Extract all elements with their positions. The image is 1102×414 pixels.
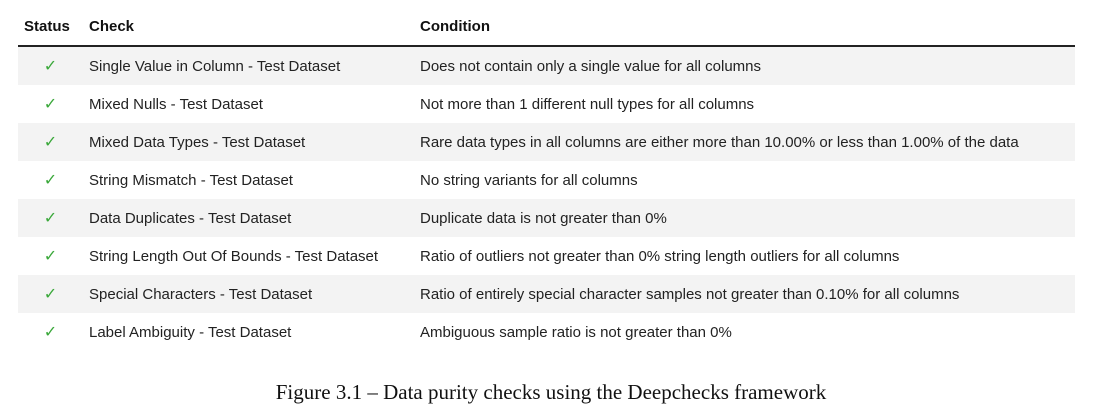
figure-caption: Figure 3.1 – Data purity checks using th… (275, 380, 827, 404)
check-condition: Ratio of outliers not greater than 0% st… (420, 247, 900, 265)
check-condition: No string variants for all columns (420, 171, 638, 189)
check-column-header: Check (83, 8, 414, 47)
table-header-row: Status Check Condition (18, 8, 1075, 47)
status-check-icon: ✓ (43, 324, 58, 341)
check-condition: Duplicate data is not greater than 0% (414, 199, 1075, 237)
table-row: ✓ Mixed Data Types - Test Dataset Rare d… (18, 123, 1075, 161)
check-name: Special Characters - Test Dataset (83, 275, 414, 313)
check-condition: Rare data types in all columns are eithe… (414, 123, 1075, 161)
status-check-icon: ✓ (43, 96, 58, 113)
condition-column-header: Condition (414, 8, 1075, 47)
table-row: ✓ Mixed Nulls - Test Dataset Not more th… (18, 85, 1075, 123)
check-condition: Ambiguous sample ratio is not greater th… (420, 323, 732, 341)
checks-table: Status Check Condition ✓ Single Value in… (18, 8, 1075, 351)
check-name: Data Duplicates - Test Dataset (83, 199, 414, 237)
table-row: ✓ String Length Out Of Bounds - Test Dat… (18, 237, 1075, 275)
status-column-header: Status (18, 8, 83, 47)
check-name: String Mismatch - Test Dataset (89, 171, 293, 189)
table-row: ✓ Special Characters - Test Dataset Rati… (18, 275, 1075, 313)
check-condition: Does not contain only a single value for… (414, 46, 1075, 85)
table-row: ✓ Single Value in Column - Test Dataset … (18, 46, 1075, 85)
check-name: Label Ambiguity - Test Dataset (89, 323, 292, 341)
check-name: String Length Out Of Bounds - Test Datas… (89, 247, 379, 265)
status-check-icon: ✓ (18, 46, 83, 85)
status-check-icon: ✓ (43, 248, 58, 265)
table-row: ✓ String Mismatch - Test Dataset No stri… (18, 161, 1075, 199)
checks-table-container: Status Check Condition ✓ Single Value in… (18, 8, 1075, 351)
status-check-icon: ✓ (18, 275, 83, 313)
status-check-icon: ✓ (18, 123, 83, 161)
status-check-icon: ✓ (43, 172, 58, 189)
check-condition: Ratio of entirely special character samp… (414, 275, 1075, 313)
check-name: Mixed Data Types - Test Dataset (83, 123, 414, 161)
check-name: Single Value in Column - Test Dataset (83, 46, 414, 85)
check-condition: Not more than 1 different null types for… (420, 95, 755, 113)
table-row: ✓ Label Ambiguity - Test Dataset Ambiguo… (18, 313, 1075, 351)
status-check-icon: ✓ (18, 199, 83, 237)
check-name: Mixed Nulls - Test Dataset (89, 95, 263, 113)
table-row: ✓ Data Duplicates - Test Dataset Duplica… (18, 199, 1075, 237)
